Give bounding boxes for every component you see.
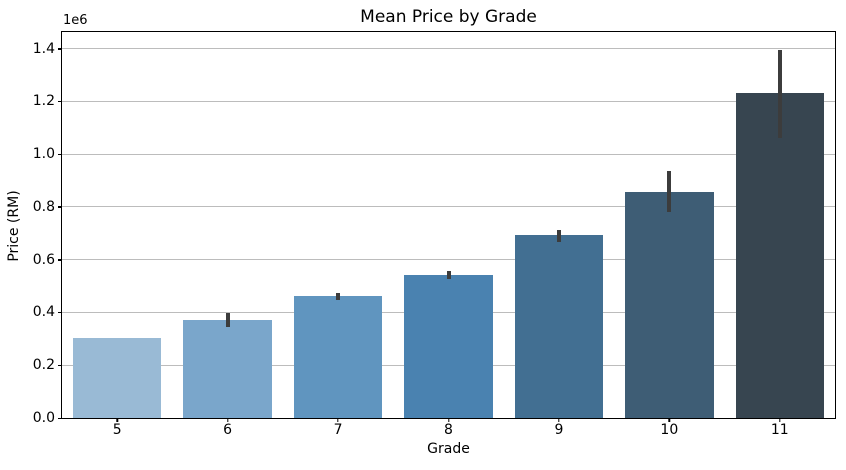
x-tick-label: 10 bbox=[660, 422, 679, 438]
y-tick-label: 0.2 bbox=[32, 357, 55, 374]
x-tick-mark bbox=[558, 418, 560, 422]
y-tick-mark bbox=[58, 100, 62, 103]
y-tick-label: 0.6 bbox=[32, 251, 55, 268]
x-tick-mark bbox=[447, 418, 450, 422]
error-bar-grade-10 bbox=[667, 171, 672, 213]
x-tick-label: 6 bbox=[223, 422, 233, 438]
bar-grade-6 bbox=[183, 319, 272, 418]
gridline bbox=[62, 48, 835, 50]
y-axis-offset-text: 1e6 bbox=[63, 13, 88, 28]
bar-grade-11 bbox=[735, 92, 824, 418]
x-axis-label: Grade bbox=[427, 441, 470, 457]
y-tick-label: 0.4 bbox=[32, 304, 55, 321]
bar-grade-10 bbox=[625, 191, 714, 418]
y-tick-mark bbox=[58, 48, 62, 50]
error-bar-grade-7 bbox=[336, 293, 341, 300]
x-tick-mark bbox=[226, 418, 229, 422]
y-tick-label: 0.0 bbox=[32, 410, 55, 426]
y-tick-mark bbox=[58, 364, 62, 367]
y-tick-label: 1.4 bbox=[32, 40, 55, 57]
plot-area bbox=[61, 31, 836, 419]
chart-title: Mean Price by Grade bbox=[360, 7, 537, 27]
y-tick-label: 1.0 bbox=[32, 146, 55, 163]
x-tick-mark bbox=[779, 418, 781, 422]
y-tick-mark bbox=[58, 311, 62, 314]
y-tick-mark bbox=[58, 153, 62, 156]
gridline bbox=[62, 100, 835, 102]
y-tick-mark bbox=[58, 206, 62, 208]
x-tick-label: 5 bbox=[112, 422, 122, 438]
error-bar-grade-6 bbox=[225, 312, 230, 327]
x-tick-mark bbox=[668, 418, 671, 422]
bar-grade-8 bbox=[404, 274, 493, 418]
x-tick-mark bbox=[337, 418, 339, 422]
gridline bbox=[62, 153, 835, 155]
y-tick-mark bbox=[58, 417, 62, 419]
x-tick-mark bbox=[116, 418, 118, 422]
error-bar-grade-9 bbox=[556, 230, 561, 242]
bar-grade-9 bbox=[514, 234, 604, 418]
x-tick-label: 8 bbox=[444, 422, 453, 438]
x-tick-label: 9 bbox=[554, 422, 564, 438]
x-tick-label: 11 bbox=[770, 422, 789, 438]
bar-grade-7 bbox=[293, 296, 383, 418]
gridline bbox=[62, 206, 835, 208]
y-tick-label: 1.2 bbox=[32, 93, 55, 110]
bar-grade-5 bbox=[73, 337, 162, 418]
error-bar-grade-8 bbox=[446, 270, 451, 279]
x-tick-label: 7 bbox=[333, 422, 343, 438]
gridline bbox=[62, 259, 835, 261]
y-tick-label: 0.8 bbox=[32, 198, 55, 215]
error-bar-grade-11 bbox=[777, 49, 782, 139]
y-tick-mark bbox=[58, 259, 62, 261]
